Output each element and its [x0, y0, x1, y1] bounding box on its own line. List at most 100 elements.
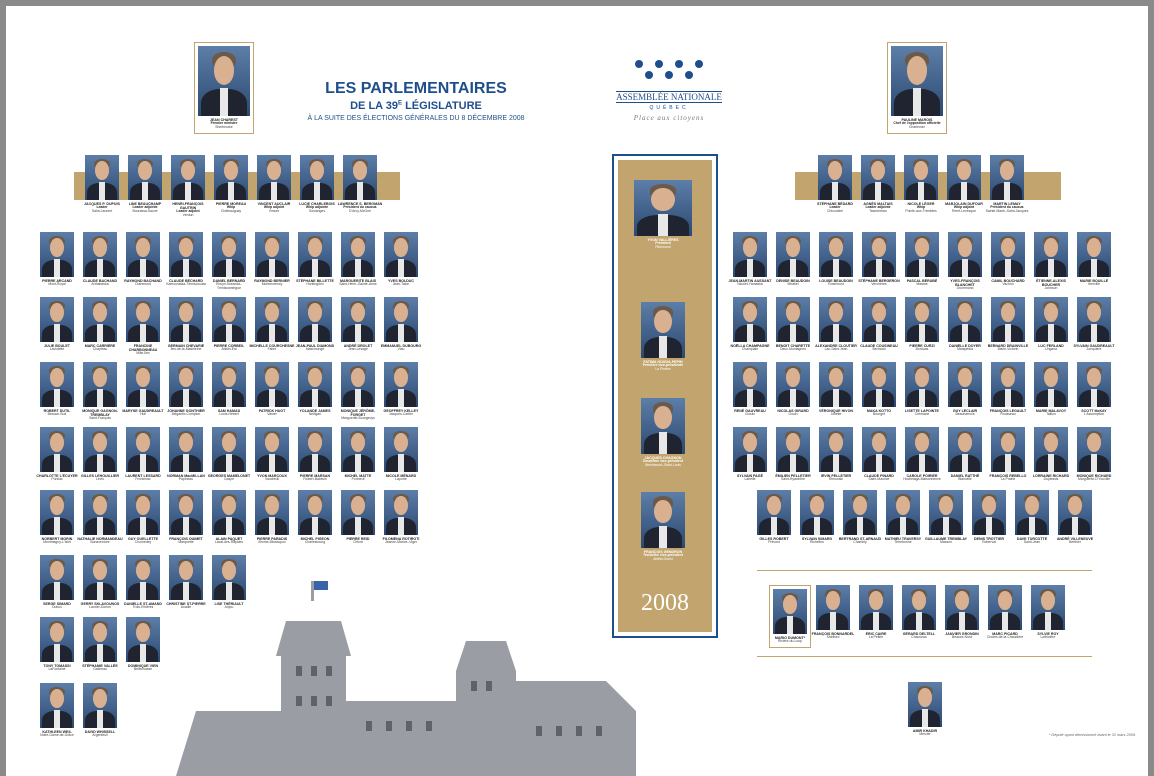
- member-riding: Laviolette: [34, 348, 80, 352]
- photo-frame: [856, 427, 902, 472]
- member-riding: Roberval: [966, 541, 1012, 545]
- portrait-shirt: [771, 517, 776, 535]
- portrait-shirt: [312, 454, 317, 472]
- member-card: MAKA KOTTOBourget: [856, 362, 902, 417]
- portrait-shirt: [97, 259, 102, 277]
- portrait-shirt: [876, 259, 881, 277]
- portrait-shirt: [875, 182, 880, 200]
- member-riding: Terrebonne: [880, 541, 926, 545]
- member-card: NOËLLA CHAMPAGNEChamplain: [727, 297, 773, 352]
- portrait-shirt: [876, 324, 881, 342]
- member-riding: Orford: [335, 541, 381, 545]
- portrait-face: [308, 368, 322, 387]
- portrait-face: [310, 161, 324, 180]
- photo-frame: [79, 155, 125, 200]
- portrait-shirt: [833, 324, 838, 342]
- portrait-shirt: [54, 710, 59, 728]
- member-card: AGNÈS MALTAISLeader adjointeTaschereau: [855, 155, 901, 214]
- portrait-face: [136, 303, 150, 322]
- portrait-face: [743, 303, 757, 322]
- portrait: [843, 490, 877, 535]
- member-card: FILOMENA ROTIROTIJeanne-Mance–Viger: [378, 490, 424, 545]
- portrait: [126, 297, 160, 342]
- member-riding: René-Lévesque: [941, 210, 987, 214]
- member-card: CLAUDE BACHANDArthabaska: [77, 232, 123, 287]
- photo-frame: [122, 155, 168, 200]
- member-riding: Gouin: [770, 413, 816, 417]
- portrait-face: [654, 500, 672, 524]
- portrait-shirt: [271, 182, 276, 200]
- member-card: SYLVIE ROYLotbinière: [1025, 585, 1071, 640]
- member-card: MARIE MALAVOYTaillon: [1028, 362, 1074, 417]
- portrait: [212, 427, 246, 472]
- member-card: MICHEL PIGEONCharlesbourg: [292, 490, 338, 545]
- portrait-face: [939, 496, 953, 515]
- portrait-shirt: [355, 389, 360, 407]
- portrait: [733, 427, 767, 472]
- member-card: JEAN-PAUL DIAMONDMaskinongé: [292, 297, 338, 352]
- member-riding: Papineau: [163, 478, 209, 482]
- portrait: [1034, 427, 1068, 472]
- portrait: [904, 155, 938, 200]
- photo-frame: [165, 155, 211, 200]
- portrait: [169, 362, 203, 407]
- portrait-shirt: [355, 454, 360, 472]
- photo-frame: [812, 155, 858, 200]
- portrait: [908, 682, 942, 727]
- photo-frame: [206, 232, 252, 277]
- portrait-face: [872, 433, 886, 452]
- portrait: [40, 555, 74, 600]
- portrait-face: [829, 238, 843, 257]
- member-card: BERNARD DRAINVILLEMarie-Victorin: [985, 297, 1031, 352]
- subtitle-sup: E: [398, 100, 402, 106]
- portrait: [1058, 490, 1092, 535]
- member-riding: Louis-Hébert: [206, 413, 252, 417]
- member-card: FRANÇOIS LEGAULTRousseau: [985, 362, 1031, 417]
- member-card: FATIMA HOUDA-PEPINPremière vice-présiden…: [635, 302, 691, 372]
- member-riding: Châteauguay: [208, 210, 254, 214]
- member-riding: Anjou: [206, 606, 252, 610]
- portrait-face: [872, 368, 886, 387]
- portrait-face: [50, 496, 64, 515]
- portrait-face: [308, 303, 322, 322]
- portrait-face: [907, 56, 928, 85]
- member-card: GÉRARD DELTELLChauveau: [896, 585, 942, 640]
- portrait: [641, 398, 685, 454]
- member-riding: Vanier: [249, 413, 295, 417]
- member-card: NICOLAS GIRARDGouin: [770, 362, 816, 417]
- photo-frame: [77, 362, 123, 407]
- member-card: ANDRÉ VILLENEUVEBerthier: [1052, 490, 1098, 545]
- portrait-shirt: [97, 389, 102, 407]
- portrait-shirt: [54, 582, 59, 600]
- portrait: [776, 362, 810, 407]
- member-riding: Matapédia: [942, 348, 988, 352]
- footnote: * Député ayant démissionné avant le 31 m…: [966, 733, 1136, 737]
- portrait-face: [136, 496, 150, 515]
- portrait: [83, 490, 117, 535]
- portrait-face: [222, 561, 236, 580]
- photo-frame: JEAN CHARESTPremier ministreSherbrooke: [194, 42, 254, 134]
- member-riding: Outremont: [120, 283, 166, 287]
- photo-frame: [120, 617, 166, 662]
- portrait: [757, 490, 791, 535]
- member-card: MARIO DUMONT*Rivière-du-Loup: [767, 585, 813, 648]
- portrait-shirt: [1048, 259, 1053, 277]
- member-card: PIERRE ARCANDMont-Royal: [34, 232, 80, 287]
- portrait: [1077, 297, 1111, 342]
- member-riding: Westmount–Saint-Louis: [635, 464, 691, 468]
- portrait: [948, 427, 982, 472]
- photo-frame: [770, 232, 816, 277]
- portrait-shirt: [919, 389, 924, 407]
- member-card: ÉRIC CAIRELa Peltrie: [853, 585, 899, 640]
- portrait-face: [1001, 368, 1015, 387]
- member-card: PAULINE MAROISChef de l'opposition offic…: [885, 42, 949, 134]
- portrait-face: [871, 161, 885, 180]
- photo-frame: [727, 232, 773, 277]
- photo-frame: [163, 362, 209, 407]
- member-riding: Mille-Îles: [120, 352, 166, 356]
- portrait-shirt: [747, 324, 752, 342]
- portrait-face: [308, 496, 322, 515]
- portrait-face: [767, 496, 781, 515]
- portrait: [198, 46, 250, 116]
